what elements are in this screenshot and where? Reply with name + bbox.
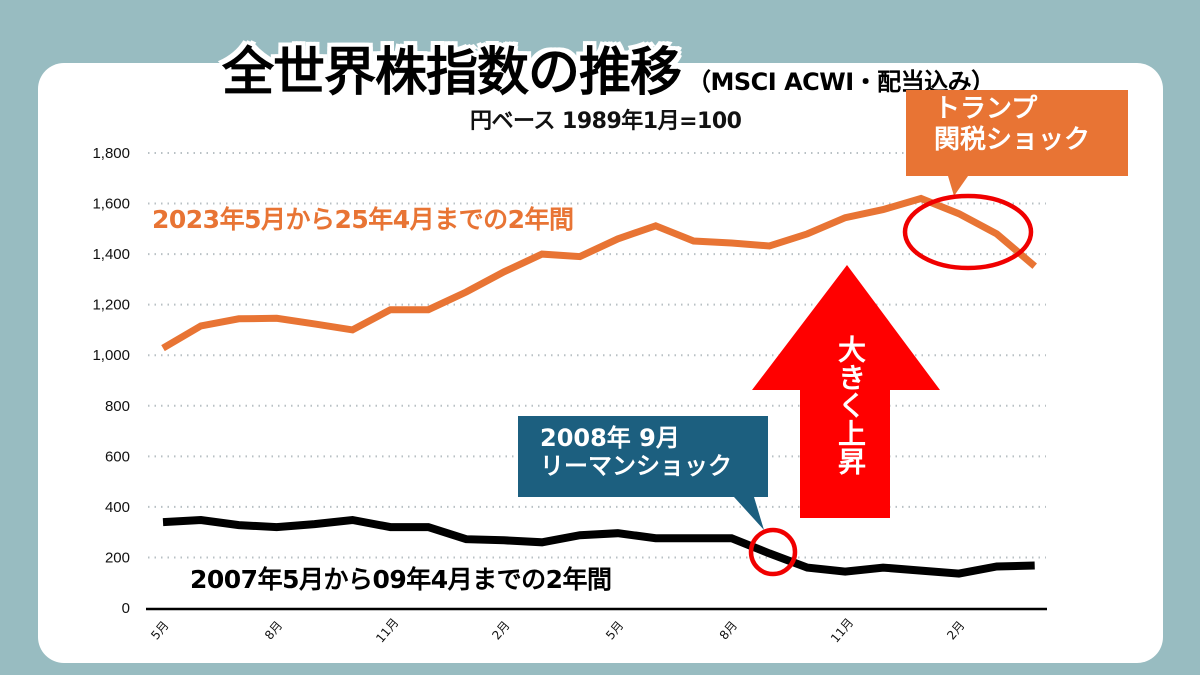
lehman-shock-callout: 2008年 9月 リーマンショック <box>518 416 768 497</box>
y-tick-label: 1,200 <box>92 297 130 314</box>
y-axis-labels: 0 200 400 600 800 1,000 1,200 1,400 1,600 1,800 <box>92 145 130 617</box>
lehman-callout-tail <box>734 497 764 530</box>
y-tick-label: 1,000 <box>92 347 130 364</box>
y-tick-label: 1,400 <box>92 246 130 263</box>
y-tick-label: 200 <box>105 549 130 566</box>
x-tick-label: 11月 <box>373 615 401 645</box>
series-line-2023-2025 <box>161 194 1037 352</box>
x-tick-label: 2月 <box>489 618 512 642</box>
x-tick-label: 11月 <box>828 615 856 645</box>
x-tick-label: 5月 <box>148 618 171 642</box>
y-tick-label: 600 <box>105 448 130 465</box>
x-tick-label: 8月 <box>717 618 740 642</box>
trump-tariff-callout: トランプ 関税ショック <box>906 90 1128 176</box>
y-tick-label: 800 <box>105 398 130 415</box>
y-tick-label: 1,600 <box>92 196 130 213</box>
trump-callout-tail <box>948 176 968 196</box>
x-tick-label: 8月 <box>262 618 285 642</box>
y-tick-label: 0 <box>122 600 130 617</box>
y-tick-label: 400 <box>105 499 130 516</box>
callout-line: リーマンショック <box>540 452 732 481</box>
series-label-old: 2007年5月から09年4月までの2年間 <box>190 565 612 594</box>
series-label-recent: 2023年5月から25年4月までの2年間 <box>152 205 574 234</box>
callout-line: トランプ <box>934 94 1038 124</box>
x-axis: 5月 8月 11月 2月 5月 8月 11月 2月 <box>146 607 1047 645</box>
chart-title: 全世界株指数の推移 （MSCI ACWI・配当込み） <box>222 30 995 105</box>
lehman-highlight-circle <box>748 527 798 577</box>
up-arrow-icon <box>752 265 940 518</box>
x-tick-label: 2月 <box>944 618 967 642</box>
trump-highlight-circle <box>902 193 1034 271</box>
x-tick-label: 5月 <box>603 618 626 642</box>
gridlines <box>148 152 1046 559</box>
title-main: 全世界株指数の推移 <box>222 43 682 103</box>
y-tick-label: 1,800 <box>92 145 130 162</box>
arrow-label: 大きく上昇 <box>834 335 867 475</box>
base-note: 円ベース 1989年1月=100 <box>470 109 742 134</box>
callout-line: 関税ショック <box>934 124 1091 155</box>
callout-line: 2008年 9月 <box>540 424 680 452</box>
series-line-2007-2009 <box>162 515 1035 578</box>
